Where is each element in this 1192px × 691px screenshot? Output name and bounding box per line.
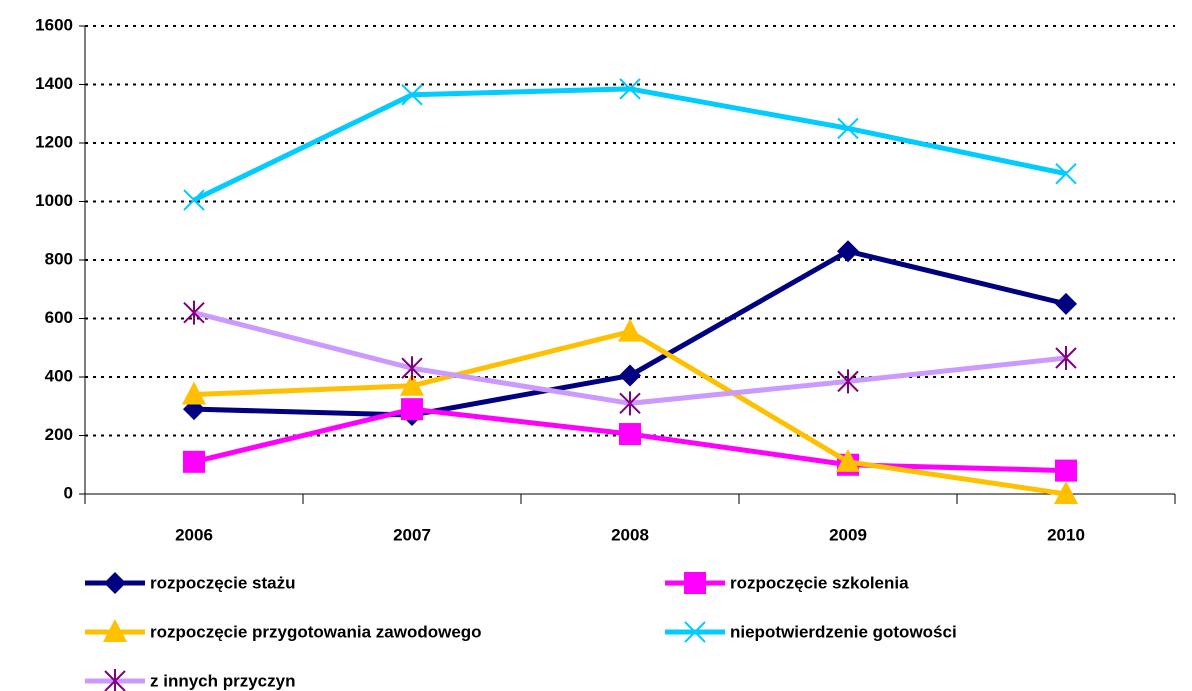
data-point	[401, 398, 423, 421]
x-tick-label: 2006	[175, 525, 213, 544]
data-point	[1055, 163, 1077, 185]
y-tick-label: 1600	[35, 15, 73, 34]
legend-marker	[104, 572, 126, 594]
x-tick-label: 2009	[829, 525, 867, 544]
x-tick-label: 2010	[1047, 525, 1085, 544]
data-point	[618, 318, 642, 342]
legend-label: z innych przyczyn	[150, 671, 295, 690]
data-point	[619, 423, 641, 446]
legend-marker	[103, 619, 127, 642]
legend-label: niepotwierdzenie gotowości	[730, 622, 957, 641]
y-tick-label: 0	[64, 483, 73, 502]
legend-marker	[104, 669, 126, 691]
y-tick-label: 800	[45, 249, 73, 268]
y-tick-label: 400	[45, 366, 73, 385]
y-tick-label: 1000	[35, 191, 73, 210]
data-point	[619, 364, 641, 387]
x-tick-label: 2007	[393, 525, 431, 544]
data-point	[837, 117, 859, 140]
data-point	[1055, 459, 1077, 482]
legend-label: rozpoczęcie stażu	[150, 573, 296, 592]
data-point	[619, 78, 641, 100]
data-point	[183, 450, 205, 473]
data-point	[183, 189, 205, 211]
y-tick-label: 200	[45, 425, 73, 444]
y-tick-label: 1200	[35, 132, 73, 151]
legend-label: rozpoczęcie szkolenia	[730, 573, 909, 592]
legend-marker	[684, 621, 706, 643]
data-point	[1055, 292, 1077, 315]
data-point	[401, 84, 423, 106]
data-point	[1055, 345, 1077, 370]
data-point	[837, 369, 859, 394]
data-point	[1054, 481, 1078, 504]
data-point	[619, 391, 641, 416]
data-point	[401, 356, 423, 381]
y-tick-label: 1400	[35, 74, 73, 93]
data-point	[836, 448, 860, 472]
legend-label: rozpoczęcie przygotowania zawodowego	[150, 622, 482, 641]
series-line	[192, 86, 1067, 203]
data-point	[837, 240, 859, 263]
y-tick-label: 600	[45, 308, 73, 327]
x-tick-label: 2008	[611, 525, 649, 544]
legend-marker	[684, 572, 706, 594]
data-point	[400, 372, 424, 396]
data-point	[182, 381, 206, 405]
data-point	[183, 300, 205, 325]
